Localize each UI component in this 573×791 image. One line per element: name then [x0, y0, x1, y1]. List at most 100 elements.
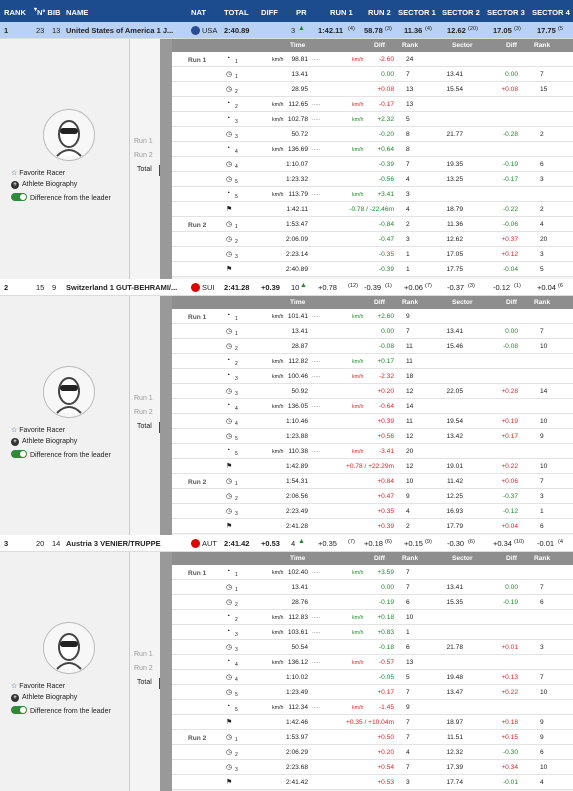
favorite-label: Favorite Racer: [19, 427, 65, 434]
side-run1[interactable]: Run 1: [134, 138, 153, 145]
split-diff: -1.45: [379, 704, 394, 711]
run1-label: Run 1: [188, 57, 206, 64]
side-run2[interactable]: Run 2: [134, 409, 153, 416]
split-row: ◷ 2 2:06.56 +0.47 9 12.25 -0.37 3: [172, 489, 573, 504]
athlete-biography-link[interactable]: + Athlete Biography: [11, 181, 77, 189]
team-row[interactable]: 3 20 14 Austria 3 VENIER/TRUPPE AUT 2:41.42 +0…: [0, 535, 573, 552]
side-total[interactable]: Total: [137, 679, 152, 686]
side-run2[interactable]: Run 2: [134, 152, 153, 159]
split-rank: 12: [406, 388, 413, 395]
col-sector1[interactable]: SECTOR 1: [398, 8, 436, 17]
side-total[interactable]: Total: [137, 166, 152, 173]
diff-unit: km/h: [352, 374, 363, 380]
split-index: 1: [235, 59, 238, 65]
split-rank: 1: [406, 266, 410, 273]
speed-icon: ◔: [226, 658, 230, 665]
speed-trend-icon: .....: [312, 448, 320, 454]
team-s1-rank: (9): [425, 539, 432, 545]
sector-time: 21.78: [446, 644, 463, 651]
team-s2: -0.30: [447, 539, 464, 548]
split-time: 2:41.42: [286, 779, 308, 786]
sector-rank: 7: [540, 674, 544, 681]
col-sector3[interactable]: SECTOR 3: [487, 8, 525, 17]
col-diff[interactable]: DIFF: [261, 8, 278, 17]
split-index: 3: [235, 254, 238, 260]
split-rank: 5: [406, 116, 410, 123]
sector-rank: 10: [540, 343, 547, 350]
speed-icon: ◔: [226, 628, 230, 635]
athlete-biography-link[interactable]: + Athlete Biography: [11, 438, 77, 446]
col-total[interactable]: TOTAL: [224, 8, 249, 17]
toggle-switch[interactable]: [11, 450, 27, 458]
sector-rank: 9: [540, 433, 544, 440]
col-nat[interactable]: NAT: [191, 8, 206, 17]
col-run1[interactable]: RUN 1: [330, 8, 353, 17]
split-index: 2: [235, 602, 238, 608]
split-row: ◷ 4 1:10.02 -0.05 5 19.48 +0.13 7: [172, 670, 573, 685]
speed-icon: ◔: [226, 190, 230, 197]
sector-time: 13.47: [446, 689, 463, 696]
col-rank[interactable]: RANK: [4, 8, 26, 17]
finish-flag-icon: ⚑: [226, 718, 232, 726]
split-time: 1:23.49: [286, 689, 308, 696]
col-pr[interactable]: PR: [296, 8, 307, 17]
side-run2[interactable]: Run 2: [134, 665, 153, 672]
athlete-biography-link[interactable]: + Athlete Biography: [11, 694, 77, 702]
sector-time: 17.05: [446, 251, 463, 258]
split-time: 103.61: [288, 629, 308, 636]
col-bib[interactable]: Nº BIB: [37, 8, 60, 17]
split-rank: 4: [406, 176, 410, 183]
toggle-switch[interactable]: [11, 706, 27, 714]
split-rank: 7: [406, 764, 410, 771]
favorite-racer-toggle[interactable]: ☆ Favorite Racer: [11, 682, 65, 690]
team-row[interactable]: 1 23 13 United States of America 1 J... USA 2…: [0, 22, 573, 39]
unit-label: km/h: [272, 314, 283, 320]
difference-toggle[interactable]: Difference from the leader: [11, 706, 111, 715]
col-run2[interactable]: RUN 2: [368, 8, 391, 17]
split-index: 4: [235, 662, 238, 668]
difference-toggle[interactable]: Difference from the leader: [11, 450, 111, 459]
split-time: 100.46: [288, 373, 308, 380]
col-sector4[interactable]: SECTOR 4: [532, 8, 570, 17]
sector-diff: +0.34: [501, 764, 518, 771]
split-time: 136.05: [288, 403, 308, 410]
detail-col-sector: Sector: [452, 42, 473, 49]
split-index: 4: [235, 421, 238, 427]
speed-icon: ◔: [226, 55, 230, 62]
favorite-racer-toggle[interactable]: ☆ Favorite Racer: [11, 426, 65, 434]
col-sector2[interactable]: SECTOR 2: [442, 8, 480, 17]
split-index: 2: [235, 346, 238, 352]
side-run1[interactable]: Run 1: [134, 395, 153, 402]
team-s2-rank: (20): [468, 26, 478, 32]
split-diff: -0.64: [379, 403, 394, 410]
split-index: 5: [235, 692, 238, 698]
sector-diff: 0.00: [505, 328, 518, 335]
split-diff: +0.47: [377, 493, 394, 500]
timer-icon: ◷: [226, 250, 232, 258]
toggle-switch[interactable]: [11, 193, 27, 201]
sector-time: 11.36: [447, 221, 463, 228]
team-s4-rank: (4: [558, 539, 563, 545]
unit-label: km/h: [272, 449, 283, 455]
split-index: 3: [235, 391, 238, 397]
star-icon: ☆: [11, 170, 17, 177]
diff-unit: km/h: [352, 630, 363, 636]
split-diff: -0.35: [379, 251, 394, 258]
col-name[interactable]: NAME: [66, 8, 88, 17]
results-header: RANK ▾ Nº BIB NAME NAT TOTAL DIFF PR RUN…: [0, 0, 573, 22]
star-icon: ☆: [11, 683, 17, 690]
split-row: ◔ 3 km/h 102.78 km/h..... +2.32 5: [172, 112, 573, 127]
split-time: 112.65: [288, 101, 308, 108]
sector-diff: -0.08: [503, 343, 518, 350]
side-run1[interactable]: Run 1: [134, 651, 153, 658]
side-total[interactable]: Total: [137, 423, 152, 430]
split-time: 1:53.47: [286, 221, 308, 228]
split-row: ◔ 4 km/h 136.05 km/h..... -0.64 14: [172, 399, 573, 414]
split-time: 28.95: [291, 86, 308, 93]
favorite-racer-toggle[interactable]: ☆ Favorite Racer: [11, 169, 65, 177]
team-s4: +0.04: [537, 283, 556, 292]
team-row[interactable]: 2 15 9 Switzerland 1 GUT-BEHRAMI/... SUI 2:41…: [0, 279, 573, 296]
difference-toggle[interactable]: Difference from the leader: [11, 193, 111, 202]
detail-col-sector: Sector: [452, 299, 473, 306]
split-row: Run 1 ◔ 1 km/h 102.40 km/h..... +3.59 7: [172, 565, 573, 580]
